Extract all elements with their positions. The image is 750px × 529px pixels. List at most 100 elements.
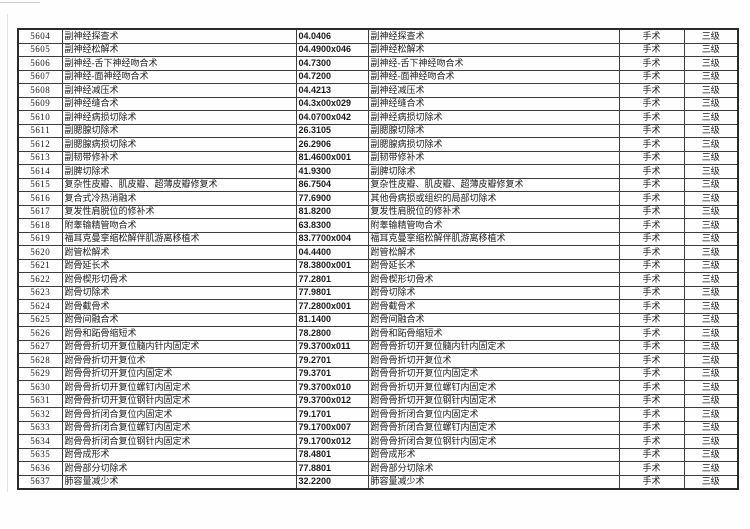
cell-category: 手术 (618, 339, 685, 354)
table-row: 5624 跗骨截骨术 77.2800x001 跗骨截骨术 手术 三级 (17, 299, 739, 314)
cell-category: 手术 (618, 83, 685, 98)
cell-level: 三级 (683, 177, 739, 192)
cell-seq: 5629 (17, 366, 63, 381)
cell-name_left: 副韧带修补术 (61, 150, 297, 165)
cell-name_left: 副神经病损切除术 (61, 110, 297, 125)
cell-seq: 5635 (17, 447, 63, 462)
cell-seq: 5612 (17, 137, 63, 152)
cell-level: 三级 (683, 123, 739, 138)
cell-category: 手术 (618, 137, 685, 152)
table-row: 5626 跗骨和跖骨缩短术 78.2800 跗骨和跖骨缩短术 手术 三级 (17, 326, 739, 341)
procedure-table: 5604 副神经探查术 04.0406 副神经探查术 手术 三级 5605 副神经松解术 04.… (17, 28, 739, 490)
cell-level: 三级 (683, 69, 739, 84)
cell-name_left: 复发性肩脱位的修补术 (61, 204, 297, 219)
cell-code: 79.3700x012 (295, 393, 369, 408)
cell-name_left: 跗骨骨折切开复位髓内针内固定术 (61, 339, 297, 354)
cell-category: 手术 (618, 447, 685, 462)
table-row: 5636 跗骨部分切除术 77.8801 跗骨部分切除术 手术 三级 (17, 461, 739, 476)
cell-category: 手术 (618, 353, 685, 368)
cell-name_left: 跗骨间融合术 (61, 312, 297, 327)
cell-category: 手术 (618, 69, 685, 84)
cell-name_left: 跗骨骨折闭合复位内固定术 (61, 407, 297, 422)
cell-category: 手术 (618, 366, 685, 381)
cell-seq: 5619 (17, 231, 63, 246)
cell-category: 手术 (618, 28, 685, 44)
cell-category: 手术 (618, 245, 685, 260)
cell-category: 手术 (618, 434, 685, 449)
cell-name_right: 跗骨切除术 (367, 285, 620, 300)
cell-name_right: 跗骨成形术 (367, 447, 620, 462)
cell-code: 86.7504 (295, 177, 369, 192)
cell-name_right: 副神经探查术 (367, 28, 620, 44)
cell-name_left: 副神经-舌下神经吻合术 (61, 56, 297, 71)
cell-name_left: 肺容量减少术 (61, 474, 297, 490)
cell-code: 04.4213 (295, 83, 369, 98)
cell-seq: 5627 (17, 339, 63, 354)
cell-code: 04.7200 (295, 69, 369, 84)
table-row: 5622 跗骨楔形切骨术 77.2801 跗骨楔形切骨术 手术 三级 (17, 272, 739, 287)
cell-name_left: 跗骨骨折切开复位钢针内固定术 (61, 393, 297, 408)
cell-name_left: 副神经减压术 (61, 83, 297, 98)
cell-code: 78.2800 (295, 326, 369, 341)
cell-level: 三级 (683, 83, 739, 98)
cell-category: 手术 (618, 312, 685, 327)
cell-name_right: 跗骨骨折闭合复位螺钉内固定术 (367, 420, 620, 435)
table-row: 5635 跗骨成形术 78.4801 跗骨成形术 手术 三级 (17, 447, 739, 462)
cell-category: 手术 (618, 150, 685, 165)
table-row: 5606 副神经-舌下神经吻合术 04.7300 副神经-舌下神经吻合术 手术 三级 (17, 56, 739, 71)
cell-name_left: 副神经缝合术 (61, 96, 297, 111)
cell-name_right: 其他骨病损或组织的局部切除术 (367, 191, 620, 206)
cell-name_right: 跗骨截骨术 (367, 299, 620, 314)
cell-level: 三级 (683, 137, 739, 152)
cell-level: 三级 (683, 110, 739, 125)
cell-seq: 5621 (17, 258, 63, 273)
cell-code: 81.4600x001 (295, 150, 369, 165)
cell-level: 三级 (683, 258, 739, 273)
cell-level: 三级 (683, 164, 739, 179)
cell-code: 78.4801 (295, 447, 369, 462)
cell-name_left: 复杂性皮瓣、肌皮瓣、超薄皮瓣修复术 (61, 177, 297, 192)
cell-name_left: 副神经探查术 (61, 28, 297, 44)
cell-code: 79.1701 (295, 407, 369, 422)
cell-name_right: 跗骨骨折切开复位髓内针内固定术 (367, 339, 620, 354)
cell-level: 三级 (683, 447, 739, 462)
cell-code: 83.7700x004 (295, 231, 369, 246)
cell-seq: 5604 (17, 28, 63, 44)
cell-seq: 5624 (17, 299, 63, 314)
table-row: 5612 副腮腺病损切除术 26.2906 副腮腺病损切除术 手术 三级 (17, 137, 739, 152)
cell-code: 04.0406 (295, 28, 369, 44)
table-row: 5616 复合式冷热消融术 77.6900 其他骨病损或组织的局部切除术 手术 三级 (17, 191, 739, 206)
cell-code: 04.4400 (295, 245, 369, 260)
cell-level: 三级 (683, 407, 739, 422)
cell-level: 三级 (683, 218, 739, 233)
cell-level: 三级 (683, 420, 739, 435)
cell-code: 63.8300 (295, 218, 369, 233)
cell-category: 手术 (618, 177, 685, 192)
cell-name_left: 副脾切除术 (61, 164, 297, 179)
cell-seq: 5620 (17, 245, 63, 260)
cell-level: 三级 (683, 272, 739, 287)
cell-level: 三级 (683, 299, 739, 314)
cell-code: 26.3105 (295, 123, 369, 138)
cell-code: 04.4900x046 (295, 42, 369, 57)
cell-seq: 5605 (17, 42, 63, 57)
table-row: 5609 副神经缝合术 04.3x00x029 副神经缝合术 手术 三级 (17, 96, 739, 111)
cell-name_left: 复合式冷热消融术 (61, 191, 297, 206)
cell-level: 三级 (683, 366, 739, 381)
cell-name_left: 跗骨和跖骨缩短术 (61, 326, 297, 341)
table-row: 5627 跗骨骨折切开复位髓内针内固定术 79.3700x011 跗骨骨折切开复位髓内… (17, 339, 739, 354)
cell-level: 三级 (683, 42, 739, 57)
cell-name_right: 副神经-舌下神经吻合术 (367, 56, 620, 71)
cell-code: 79.1700x012 (295, 434, 369, 449)
cell-level: 三级 (683, 434, 739, 449)
cell-name_right: 副腮腺病损切除术 (367, 137, 620, 152)
cell-seq: 5615 (17, 177, 63, 192)
cell-level: 三级 (683, 326, 739, 341)
cell-seq: 5633 (17, 420, 63, 435)
cell-name_left: 副神经-面神经吻合术 (61, 69, 297, 84)
cell-code: 04.0700x042 (295, 110, 369, 125)
table-row: 5618 附睾输精管吻合术 63.8300 附睾输精管吻合术 手术 三级 (17, 218, 739, 233)
cell-category: 手术 (618, 299, 685, 314)
cell-code: 26.2906 (295, 137, 369, 152)
